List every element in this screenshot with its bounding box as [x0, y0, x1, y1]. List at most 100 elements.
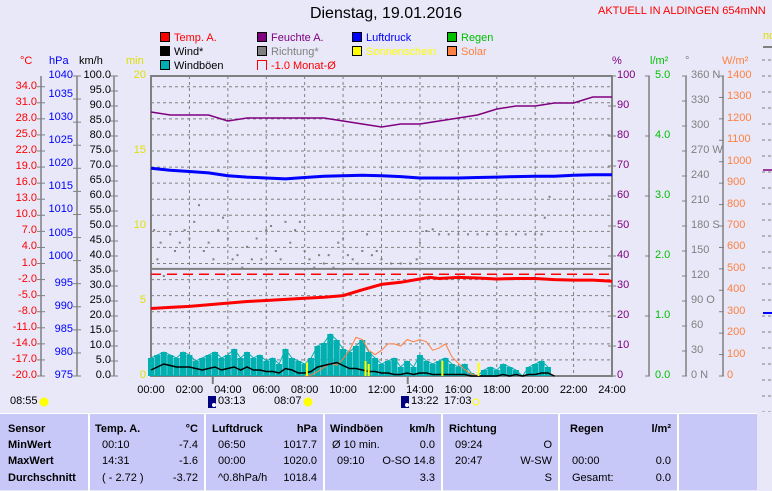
time-tick-label: 06:00 — [252, 384, 281, 396]
legend-item: Solar — [447, 46, 487, 58]
wind-tick-label: 0.0 — [95, 369, 111, 381]
solar-tick-label: 800 — [727, 197, 746, 210]
stats-table: Sensor Temp. A. °C Luftdruck hPa Windböen km/h… — [0, 413, 757, 491]
cell-time: 14:31 — [102, 455, 130, 468]
header-label: Richtung — [449, 423, 497, 435]
temp-tick-label: -2.0 — [18, 272, 37, 285]
cell-value: -7.4 — [179, 439, 198, 451]
direction-tick-label: 270 W — [691, 144, 723, 156]
wind-tick-label: 65.0 — [89, 174, 111, 186]
direction-point — [241, 266, 244, 269]
direction-point — [284, 220, 287, 223]
humidity-tick-label: 0 — [617, 369, 624, 381]
legend-swatch — [257, 46, 267, 56]
direction-point — [543, 216, 546, 219]
direction-point — [260, 258, 263, 261]
cell-value: 1018.4 — [283, 471, 317, 484]
cell-value: O — [543, 439, 552, 451]
temp-tick-label: -5.0 — [18, 288, 37, 301]
legend-swatch — [160, 46, 170, 56]
astro-time: 13:22 — [411, 395, 439, 407]
direction-point — [337, 241, 340, 244]
wind-tick-label: 15.0 — [89, 324, 111, 336]
wind-tick-label: 70.0 — [89, 159, 111, 171]
direction-tick-label: 240 — [691, 169, 710, 181]
direction-tick-label: 120 — [691, 269, 710, 281]
cell-time: 00:00 — [572, 455, 600, 468]
humidity-tick-label: 30 — [617, 279, 630, 291]
astro-time: 03:13 — [218, 395, 246, 407]
humidity-tick-label: 90 — [617, 99, 630, 111]
direction-point — [399, 262, 402, 265]
header-label: Windböen — [330, 423, 384, 435]
column-divider — [558, 414, 560, 491]
direction-point — [322, 262, 325, 265]
row-label: Durchschnitt — [8, 471, 76, 484]
direction-point — [476, 233, 479, 236]
cell-time: 20:47 — [455, 455, 483, 468]
legend-label: Richtung* — [271, 46, 319, 58]
direction-point — [327, 254, 330, 257]
direction-point — [303, 250, 306, 252]
solar-tick-label: 1400 — [727, 69, 752, 81]
time-tick-label: 18:00 — [482, 384, 511, 396]
temp-tick-label: -17.0 — [11, 352, 37, 365]
sun-tick-label: 5 — [139, 294, 146, 306]
cell-value: 1020.0 — [283, 455, 317, 468]
legend-label: Feuchte A. — [271, 32, 324, 44]
direction-point — [409, 262, 412, 265]
wind-tick-label: 45.0 — [89, 234, 111, 246]
pressure-tick-label: 1025 — [48, 134, 73, 147]
page-title: Dienstag, 19.01.2016 — [309, 5, 463, 22]
solar-tick-label: 300 — [727, 304, 746, 317]
direction-point — [183, 229, 186, 232]
header-sensor: Sensor — [8, 423, 46, 435]
legend-item: Wind* — [160, 46, 203, 58]
column-divider — [677, 414, 679, 491]
humidity-tick-label: 20 — [617, 309, 630, 321]
direction-point — [174, 250, 177, 252]
direction-point — [169, 233, 172, 236]
pressure-tick-label: 1010 — [48, 203, 73, 216]
legend-item: Feuchte A. — [257, 32, 324, 44]
direction-point — [356, 262, 359, 265]
legend-label: -1.0 Monat-Ø — [271, 60, 336, 72]
direction-point — [153, 229, 156, 232]
temp-tick-label: -14.0 — [11, 336, 37, 349]
solar-line — [304, 336, 478, 377]
pressure-tick-label: 995 — [54, 276, 73, 289]
wind-tick-label: 100.0 — [83, 69, 111, 81]
direction-point — [226, 237, 229, 240]
direction-tick-label: 30 — [691, 344, 704, 356]
header-unit: l/m² — [651, 423, 671, 435]
direction-point — [466, 233, 469, 236]
temp-tick-label: 10.0 — [15, 208, 37, 221]
solar-tick-label: 1000 — [727, 154, 752, 167]
rain-tick-label: 4.0 — [655, 129, 671, 141]
temp-tick-label: 22.0 — [15, 144, 37, 156]
direction-tick-label: 300 — [691, 119, 710, 131]
wind-tick-label: 30.0 — [89, 279, 111, 291]
astro-time: 08:55 — [10, 395, 38, 407]
legend-label: Temp. A. — [174, 32, 217, 44]
wind-tick-label: 85.0 — [89, 114, 111, 126]
moonrise-icon — [208, 396, 216, 408]
humidity-tick-label: 100 — [617, 69, 636, 81]
solar-tick-label: 1300 — [727, 90, 752, 103]
legend-swatch — [352, 32, 362, 42]
solar-tick-label: 0 — [727, 369, 734, 381]
time-tick-label: 24:00 — [598, 384, 626, 396]
pressure-tick-label: 990 — [54, 299, 73, 312]
wind-tick-label: 95.0 — [89, 84, 111, 96]
legend-item: Windböen — [160, 60, 224, 72]
cell-value: O-SO 14.8 — [382, 455, 435, 468]
moonset-icon-dot — [405, 403, 409, 407]
temp-tick-label: 28.0 — [15, 111, 37, 124]
rain-tick-label: 2.0 — [655, 249, 671, 261]
pressure-tick-label: 1015 — [48, 180, 73, 193]
direction-point — [217, 229, 220, 232]
direction-point — [540, 233, 543, 236]
sun-unit-label: min — [126, 55, 144, 67]
direction-point — [313, 266, 316, 269]
rain-tick-label: 3.0 — [655, 189, 671, 201]
